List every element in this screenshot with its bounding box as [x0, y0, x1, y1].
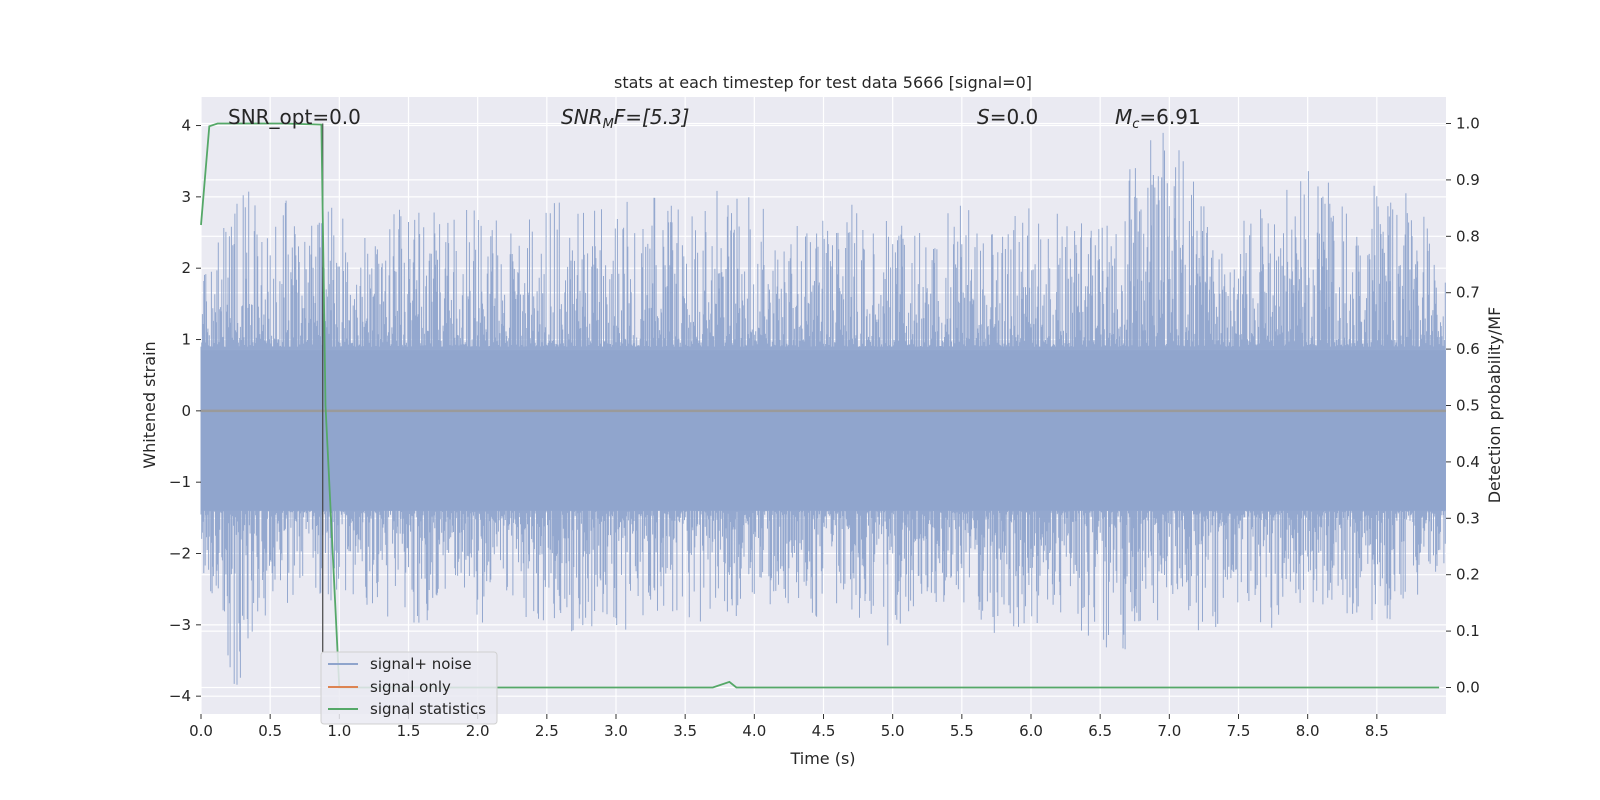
x-tick-label: 8.0	[1296, 722, 1320, 740]
right-y-tick-label: 1.0	[1456, 115, 1480, 133]
left-y-tick-label: −2	[169, 545, 191, 563]
left-y-tick-label: −4	[169, 687, 191, 705]
left-y-tick-label: 0	[181, 402, 191, 420]
snr-mf-base: SNR	[561, 105, 603, 129]
left-y-tick-label: 1	[181, 331, 191, 349]
noise-trace	[200, 132, 1446, 685]
mc-sub: c	[1132, 117, 1139, 132]
left-y-tick-label: 4	[181, 117, 191, 135]
right-y-axis-ticks: 1.0 0.9 0.8 0.7 0.6 0.5 0.4 0.3 0.2 0.1 0.0	[1446, 115, 1480, 696]
x-tick-label: 4.5	[812, 722, 836, 740]
right-y-tick-label: 0.3	[1456, 509, 1480, 527]
mc-rest: =6.91	[1139, 105, 1200, 129]
legend: signal+ noise signal only signal statist…	[320, 651, 498, 725]
right-y-tick-label: 0.5	[1456, 397, 1480, 415]
x-tick-label: 2.0	[466, 722, 490, 740]
left-y-tick-label: −3	[169, 616, 191, 634]
left-y-tick-label: −1	[169, 473, 191, 491]
x-tick-label: 8.5	[1365, 722, 1389, 740]
x-tick-label: 6.5	[1088, 722, 1112, 740]
snr-opt-annotation: SNR_opt=0.0	[228, 105, 361, 129]
x-axis-label: Time (s)	[789, 749, 855, 768]
right-y-tick-label: 0.0	[1456, 678, 1480, 696]
right-y-tick-label: 0.8	[1456, 227, 1480, 245]
right-y-tick-label: 0.2	[1456, 566, 1480, 584]
left-y-tick-label: 2	[181, 259, 191, 277]
x-tick-label: 5.0	[881, 722, 905, 740]
x-tick-label: 2.5	[535, 722, 559, 740]
s-var: S	[977, 105, 990, 129]
x-tick-label: 3.0	[604, 722, 628, 740]
x-tick-label: 3.5	[673, 722, 697, 740]
mc-annotation: Mc=6.91	[1115, 105, 1201, 132]
x-tick-label: 1.0	[327, 722, 351, 740]
x-axis-ticks: 0.0 0.5 1.0 1.5 2.0 2.5 3.0 3.5 4.0 4.5 5.0 5.5 6.0 6…	[189, 714, 1389, 740]
s-rest: =0.0	[990, 105, 1039, 129]
x-tick-label: 5.5	[950, 722, 974, 740]
x-tick-label: 6.0	[1019, 722, 1043, 740]
signal-noise-series	[200, 132, 1446, 685]
legend-box	[320, 651, 498, 725]
snr-mf-sub: M	[603, 117, 614, 132]
left-y-tick-label: 3	[181, 188, 191, 206]
right-y-tick-label: 0.7	[1456, 284, 1480, 302]
legend-label-signal-only: signal only	[370, 678, 451, 696]
x-tick-label: 4.0	[742, 722, 766, 740]
snr-mf-annotation: SNRMF=[5.3]	[561, 105, 689, 132]
right-y-tick-label: 0.4	[1456, 453, 1480, 471]
right-y-tick-label: 0.6	[1456, 340, 1480, 358]
x-tick-label: 7.5	[1227, 722, 1251, 740]
mc-base: M	[1115, 105, 1132, 129]
x-tick-label: 0.5	[258, 722, 282, 740]
right-y-tick-label: 0.9	[1456, 171, 1480, 189]
x-tick-label: 1.5	[397, 722, 421, 740]
legend-label-signal-statistics: signal statistics	[370, 700, 486, 718]
left-y-axis-label: Whitened strain	[140, 341, 159, 468]
snr-mf-rest: F=[5.3]	[614, 105, 690, 129]
right-y-tick-label: 0.1	[1456, 622, 1480, 640]
x-tick-label: 7.0	[1157, 722, 1181, 740]
right-y-axis-label: Detection probability/MF	[1485, 307, 1504, 504]
s-annotation: S=0.0	[977, 105, 1038, 129]
legend-label-signal-noise: signal+ noise	[370, 655, 472, 673]
left-y-axis-ticks: 4 3 2 1 0 −1 −2 −3 −4	[169, 117, 201, 705]
x-tick-label: 0.0	[189, 722, 213, 740]
chart-title: stats at each timestep for test data 566…	[614, 73, 1032, 92]
